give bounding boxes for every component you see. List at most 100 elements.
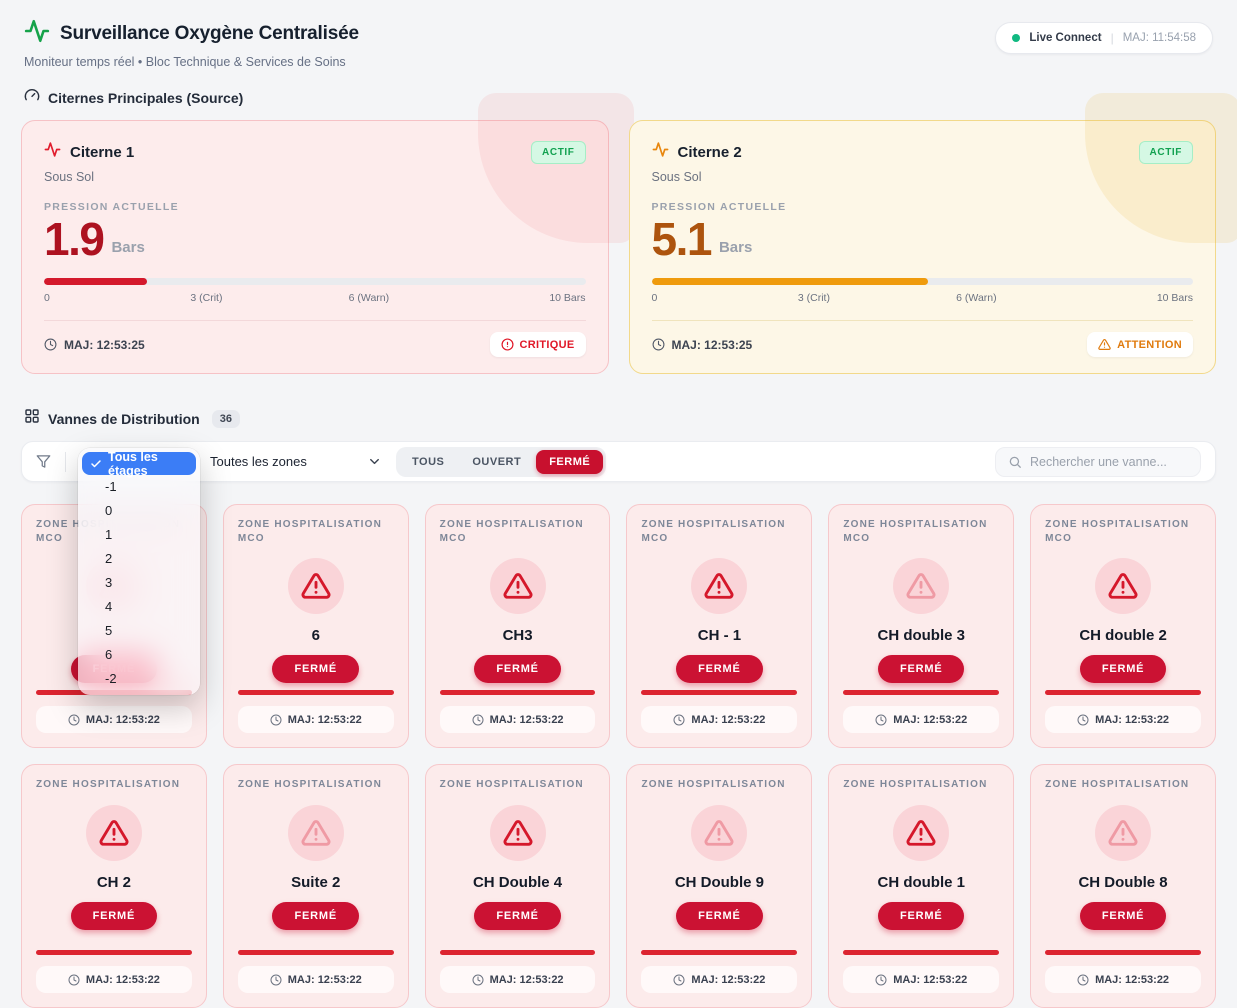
floor-option[interactable]: 6 <box>105 647 113 662</box>
valve-status-button[interactable]: FERMÉ <box>877 901 965 930</box>
valve-card[interactable]: ZONE HOSPITALISATION CH Double 4 FERMÉ M… <box>424 764 611 1008</box>
alert-circle-icon <box>501 338 514 351</box>
valve-card[interactable]: ZONE HOSPITALISATION CH Double 9 FERMÉ M… <box>626 764 813 1008</box>
tanks-section-title: Citernes Principales (Source) <box>48 89 244 106</box>
filter-button-tous[interactable]: TOUS <box>399 450 457 474</box>
floor-option[interactable]: 0 <box>105 503 113 518</box>
floor-option[interactable]: 1 <box>105 527 113 542</box>
floor-option[interactable]: -2 <box>105 671 117 686</box>
pressure-scale: 0 3 (Crit) 6 (Warn) 10 Bars <box>44 292 586 305</box>
valve-card[interactable]: ZONE HOSPITALISATION MCO CH double 3 FER… <box>828 504 1015 749</box>
pressure-unit: Bars <box>718 239 753 257</box>
warning-circle <box>1095 804 1152 861</box>
pressure-unit: Bars <box>111 239 145 257</box>
brand: Surveillance Oxygène Centralisée Moniteu… <box>24 18 359 69</box>
zone-select-value: Toutes les zones <box>210 454 307 470</box>
valve-maj: MAJ: 12:53:22 <box>843 966 1000 994</box>
zone-select[interactable]: Toutes les zones <box>210 454 382 469</box>
valve-maj: MAJ: 12:53:22 <box>1045 706 1201 734</box>
divider <box>65 451 66 472</box>
scale-max: 10 Bars <box>1156 292 1193 305</box>
clock-icon <box>673 714 685 726</box>
header-maj-time: MAJ: 11:54:58 <box>1122 32 1196 44</box>
chevron-down-icon <box>370 459 379 465</box>
valve-status-button[interactable]: FERMÉ <box>877 655 965 684</box>
clock-icon <box>472 714 484 726</box>
valve-status-button[interactable]: FERMÉ <box>1079 901 1167 930</box>
floor-option[interactable]: 5 <box>105 623 113 638</box>
valve-zone-label: ZONE HOSPITALISATION <box>439 779 584 791</box>
valve-status-bar <box>439 950 596 956</box>
warning-triangle-icon <box>503 573 533 599</box>
valve-name: CH double 1 <box>877 873 965 891</box>
valve-name: CH double 3 <box>877 627 965 645</box>
valve-zone-label: ZONE HOSPITALISATION MCO <box>1045 519 1190 544</box>
grid-icon <box>24 408 40 429</box>
floor-option[interactable]: -1 <box>105 479 117 494</box>
warning-triangle-icon <box>1098 339 1111 351</box>
tank-location: Sous Sol <box>44 170 95 184</box>
valve-maj: MAJ: 12:53:22 <box>843 706 1000 734</box>
search-box <box>995 446 1201 477</box>
valve-status-button[interactable]: FERMÉ <box>272 901 359 930</box>
floor-option[interactable]: 4 <box>105 599 113 614</box>
pressure-track <box>651 278 1193 286</box>
valve-name: Suite 2 <box>291 873 341 891</box>
valve-status-button[interactable]: FERMÉ <box>1079 655 1167 684</box>
valve-status-button[interactable]: FERMÉ <box>272 655 359 684</box>
valve-maj: MAJ: 12:53:22 <box>36 966 192 994</box>
valve-status-button[interactable]: FERMÉ <box>474 901 561 930</box>
warning-triangle-icon <box>906 573 936 599</box>
activity-icon <box>44 141 61 163</box>
valve-status-bar <box>1045 690 1201 696</box>
search-icon <box>1009 456 1021 468</box>
valve-card[interactable]: ZONE HOSPITALISATION Suite 2 FERMÉ MAJ: … <box>222 764 409 1008</box>
valve-card[interactable]: ZONE HOSPITALISATION MCO CH3 FERMÉ MAJ: … <box>424 504 611 749</box>
valve-zone-label: ZONE HOSPITALISATION <box>641 779 786 791</box>
live-connect-badge: Live Connect | MAJ: 11:54:58 <box>995 22 1213 54</box>
scale-warn: 6 (Warn) <box>348 292 390 305</box>
warning-circle <box>893 558 950 615</box>
valve-card[interactable]: ZONE HOSPITALISATION MCO CH - 1 FERMÉ MA… <box>626 504 813 749</box>
valve-card[interactable]: ZONE HOSPITALISATION CH Double 8 FERMÉ M… <box>1030 764 1216 1008</box>
valve-status-bar <box>843 950 1000 956</box>
floor-option[interactable]: 2 <box>105 551 113 566</box>
valve-zone-label: ZONE HOSPITALISATION MCO <box>237 519 383 544</box>
pressure-scale: 0 3 (Crit) 6 (Warn) 10 Bars <box>652 292 1194 305</box>
floor-option[interactable]: 3 <box>105 575 113 590</box>
valve-card[interactable]: ZONE HOSPITALISATION CH double 1 FERMÉ M… <box>828 764 1015 1008</box>
valve-status-bar <box>641 690 798 696</box>
warning-triangle-icon <box>503 820 533 846</box>
valve-status-button[interactable]: FERMÉ <box>474 655 561 684</box>
valve-card[interactable]: ZONE HOSPITALISATION MCO 6 FERMÉ MAJ: 12… <box>222 504 409 749</box>
scale-crit: 3 (Crit) <box>797 292 830 305</box>
warning-circle <box>287 804 344 861</box>
tanks-row: Citerne 1 Sous Sol ACTIF PRESSION ACTUEL… <box>0 93 1237 375</box>
scale-max: 10 Bars <box>549 292 586 305</box>
divider <box>651 320 1193 322</box>
clock-icon <box>1077 714 1089 726</box>
clock-icon <box>44 338 57 351</box>
valve-maj: MAJ: 12:53:22 <box>439 966 596 994</box>
filter-button-ouvert[interactable]: OUVERT <box>459 450 534 474</box>
warning-triangle-icon <box>1108 820 1138 846</box>
valve-maj: MAJ: 12:53:22 <box>641 706 798 734</box>
valve-zone-label: ZONE HOSPITALISATION MCO <box>439 519 584 544</box>
search-input[interactable] <box>1030 454 1188 469</box>
valve-status-button[interactable]: FERMÉ <box>676 901 763 930</box>
filter-button-ferme[interactable]: FERMÉ <box>536 449 604 474</box>
valve-card[interactable]: ZONE HOSPITALISATION MCO CH double 2 FER… <box>1030 504 1216 749</box>
valve-status-bar <box>843 690 1000 696</box>
check-icon <box>91 459 101 467</box>
valve-card[interactable]: ZONE HOSPITALISATION CH 2 FERMÉ MAJ: 12:… <box>21 764 207 1008</box>
scale-warn: 6 (Warn) <box>956 292 997 305</box>
floor-option-selected[interactable]: Tous les étages <box>82 450 196 478</box>
tank-card-citerne-1: Citerne 1 Sous Sol ACTIF PRESSION ACTUEL… <box>21 93 634 375</box>
valve-zone-label: ZONE HOSPITALISATION MCO <box>843 519 988 544</box>
status-filter-segment: TOUS OUVERT FERMÉ <box>396 446 607 477</box>
clock-icon <box>875 974 887 986</box>
alert-badge-attention: ATTENTION <box>1087 332 1193 358</box>
valve-status-button[interactable]: FERMÉ <box>676 655 763 684</box>
warning-triangle-icon <box>704 573 734 599</box>
valve-status-button[interactable]: FERMÉ <box>70 901 158 930</box>
